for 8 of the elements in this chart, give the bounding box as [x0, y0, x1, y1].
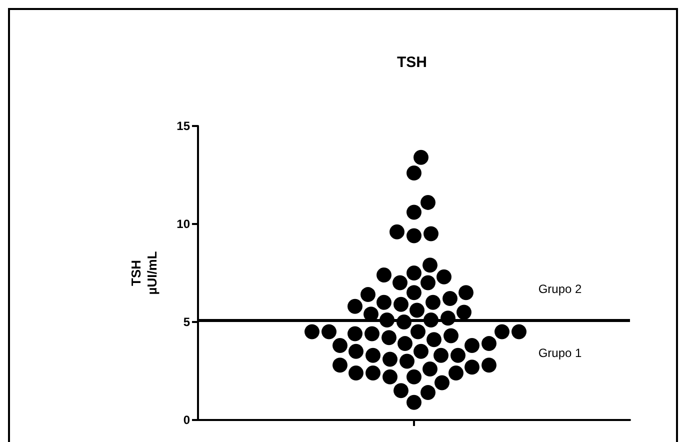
y-tick-label: 5: [183, 315, 190, 329]
annotation: Grupo 2: [538, 282, 582, 296]
chart-title: TSH: [397, 54, 427, 71]
y-tick-label: 0: [183, 413, 190, 427]
annotation: Grupo 1: [538, 346, 582, 360]
y-tick-label: 15: [176, 119, 190, 133]
y-tick-label: 10: [176, 217, 190, 231]
y-axis-title: TSH µUI/mL: [128, 251, 160, 295]
